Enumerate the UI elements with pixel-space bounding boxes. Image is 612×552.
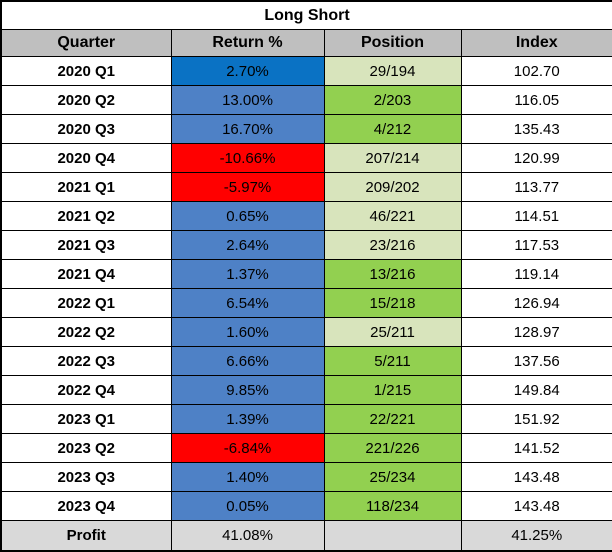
table-row: 2023 Q3 1.40% 25/234 143.48 [0,462,612,492]
return-cell: 1.39% [170,404,325,434]
position-cell: 25/234 [323,462,462,492]
quarter-cell: 2022 Q2 [0,317,172,347]
col-header-quarter: Quarter [0,29,172,57]
col-header-return: Return % [170,29,325,57]
quarter-cell: 2022 Q4 [0,375,172,405]
table-row: 2023 Q4 0.05% 118/234 143.48 [0,491,612,521]
return-cell: 13.00% [170,85,325,115]
table-row: 2022 Q2 1.60% 25/211 128.97 [0,317,612,347]
position-cell: 13/216 [323,259,462,289]
index-cell: 143.48 [460,462,612,492]
return-cell: -5.97% [170,172,325,202]
index-cell: 114.51 [460,201,612,231]
table-row: 2021 Q4 1.37% 13/216 119.14 [0,259,612,289]
table-row: 2022 Q4 9.85% 1/215 149.84 [0,375,612,405]
quarter-cell: 2021 Q1 [0,172,172,202]
position-cell: 46/221 [323,201,462,231]
quarter-cell: 2022 Q3 [0,346,172,376]
quarter-cell: 2020 Q2 [0,85,172,115]
quarter-cell: 2023 Q1 [0,404,172,434]
profit-position-cell [323,520,462,552]
table-row: 2020 Q2 13.00% 2/203 116.05 [0,85,612,115]
position-cell: 29/194 [323,56,462,86]
table-row: 2023 Q1 1.39% 22/221 151.92 [0,404,612,434]
table-row: 2023 Q2 -6.84% 221/226 141.52 [0,433,612,463]
table-row: 2021 Q3 2.64% 23/216 117.53 [0,230,612,260]
index-cell: 126.94 [460,288,612,318]
return-cell: 9.85% [170,375,325,405]
col-header-position: Position [323,29,462,57]
col-header-index: Index [460,29,612,57]
quarter-cell: 2022 Q1 [0,288,172,318]
header-row: Quarter Return % Position Index [0,29,612,57]
quarter-cell: 2020 Q3 [0,114,172,144]
index-cell: 113.77 [460,172,612,202]
position-cell: 207/214 [323,143,462,173]
table-row: 2021 Q2 0.65% 46/221 114.51 [0,201,612,231]
index-cell: 119.14 [460,259,612,289]
quarter-cell: 2021 Q2 [0,201,172,231]
index-cell: 137.56 [460,346,612,376]
position-cell: 221/226 [323,433,462,463]
position-cell: 209/202 [323,172,462,202]
index-cell: 120.99 [460,143,612,173]
return-cell: 1.60% [170,317,325,347]
return-cell: -10.66% [170,143,325,173]
position-cell: 118/234 [323,491,462,521]
quarter-cell: 2023 Q3 [0,462,172,492]
position-cell: 22/221 [323,404,462,434]
return-cell: 0.65% [170,201,325,231]
table-title: Long Short [0,0,612,30]
position-cell: 15/218 [323,288,462,318]
profit-row: Profit 41.08% 41.25% [0,520,612,552]
quarter-cell: 2021 Q3 [0,230,172,260]
profit-label-cell: Profit [0,520,172,552]
position-cell: 1/215 [323,375,462,405]
index-cell: 116.05 [460,85,612,115]
table-row: 2020 Q4 -10.66% 207/214 120.99 [0,143,612,173]
profit-return-cell: 41.08% [170,520,325,552]
index-cell: 135.43 [460,114,612,144]
return-cell: 2.70% [170,56,325,86]
table-row: 2021 Q1 -5.97% 209/202 113.77 [0,172,612,202]
quarter-cell: 2021 Q4 [0,259,172,289]
return-cell: 6.54% [170,288,325,318]
index-cell: 143.48 [460,491,612,521]
table-row: 2020 Q1 2.70% 29/194 102.70 [0,56,612,86]
position-cell: 25/211 [323,317,462,347]
position-cell: 5/211 [323,346,462,376]
quarter-cell: 2020 Q4 [0,143,172,173]
return-cell: -6.84% [170,433,325,463]
position-cell: 2/203 [323,85,462,115]
title-row: Long Short [0,0,612,30]
quarter-cell: 2020 Q1 [0,56,172,86]
return-cell: 2.64% [170,230,325,260]
profit-index-cell: 41.25% [460,520,612,552]
return-cell: 16.70% [170,114,325,144]
table-row: 2022 Q1 6.54% 15/218 126.94 [0,288,612,318]
position-cell: 4/212 [323,114,462,144]
return-cell: 0.05% [170,491,325,521]
index-cell: 149.84 [460,375,612,405]
quarter-cell: 2023 Q2 [0,433,172,463]
index-cell: 151.92 [460,404,612,434]
position-cell: 23/216 [323,230,462,260]
return-cell: 1.37% [170,259,325,289]
return-cell: 6.66% [170,346,325,376]
index-cell: 117.53 [460,230,612,260]
index-cell: 128.97 [460,317,612,347]
table-row: 2020 Q3 16.70% 4/212 135.43 [0,114,612,144]
quarter-cell: 2023 Q4 [0,491,172,521]
index-cell: 102.70 [460,56,612,86]
table-row: 2022 Q3 6.66% 5/211 137.56 [0,346,612,376]
index-cell: 141.52 [460,433,612,463]
return-cell: 1.40% [170,462,325,492]
